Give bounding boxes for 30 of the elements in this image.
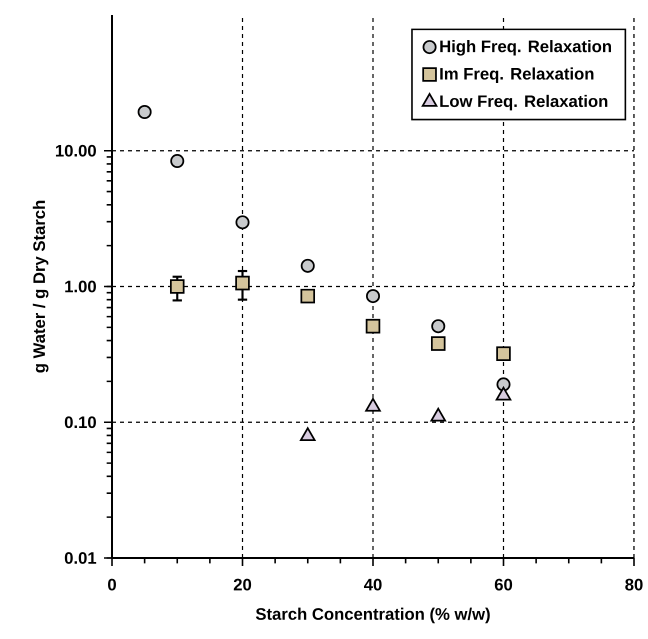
point — [300, 427, 316, 442]
point — [431, 319, 446, 334]
x-tick-label: 40 — [364, 578, 382, 591]
legend-label: High Freq. Relaxation — [440, 40, 611, 56]
x-tick-label: 80 — [625, 578, 643, 591]
point — [430, 336, 446, 351]
point — [496, 346, 511, 361]
point — [496, 386, 512, 401]
y-tick-label: 1.00 — [65, 280, 96, 292]
point — [365, 398, 381, 412]
x-axis-title: Starch Concentration (% w/w) — [256, 608, 490, 624]
point — [300, 258, 315, 273]
point — [366, 318, 380, 334]
x-tick-label: 60 — [494, 578, 512, 591]
point — [236, 215, 250, 230]
y-tick-label: 0.01 — [64, 552, 96, 564]
y-tick-label: 0.10 — [64, 416, 96, 428]
point — [366, 289, 380, 304]
point — [300, 288, 316, 304]
x-tick-label: 20 — [234, 578, 252, 591]
point — [170, 279, 185, 294]
legend-label: Im Freq. Relaxation — [440, 67, 594, 83]
point — [170, 154, 184, 168]
point — [235, 276, 250, 290]
x-tick-label: 0 — [108, 578, 116, 591]
legend-label: Low Freq. Relaxation — [440, 94, 608, 110]
y-axis-title: g Water / g Dry Starch — [32, 200, 48, 373]
point — [138, 104, 152, 119]
y-tick-label: 10.00 — [56, 144, 96, 157]
point — [430, 408, 446, 422]
